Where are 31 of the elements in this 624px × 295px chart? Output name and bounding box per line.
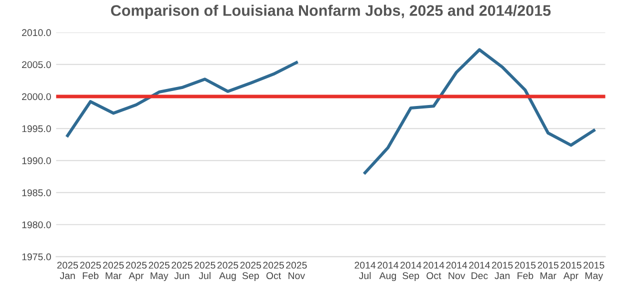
- y-tick-label: 1985.0: [22, 189, 51, 196]
- y-tick-label: 1975.0: [22, 253, 51, 260]
- x-tick-label: 2025 Nov: [286, 262, 307, 280]
- x-tick-label: 2015 Apr: [560, 262, 582, 282]
- x-tick-label: 2015 Jan: [492, 262, 513, 280]
- y-tick-label: 2005.0: [22, 61, 51, 68]
- x-tick-label: 2014 Oct: [423, 262, 444, 280]
- y-tick-label: 2010.0: [22, 29, 51, 36]
- x-tick-label: 2015 May: [584, 262, 604, 282]
- x-tick-label: 2014 Jul: [354, 262, 376, 280]
- x-tick-label: 2015 Mar: [538, 262, 558, 280]
- x-tick-label: 2014 Nov: [446, 262, 468, 280]
- y-tick-label: 1990.0: [22, 157, 51, 164]
- chart-title: Comparison of Louisiana Nonfarm Jobs, 2025 and 2014/2015: [111, 4, 551, 19]
- x-tick-label: 2025 Aug: [217, 262, 238, 282]
- x-tick-label: 2025 Mar: [103, 262, 124, 280]
- y-tick-label: 2000.0: [22, 93, 51, 100]
- x-tick-label: 2014 Sep: [400, 262, 422, 282]
- x-tick-label: 2025 May: [148, 262, 170, 282]
- x-tick-label: 2025 Jun: [172, 262, 192, 280]
- y-tick-label: 1980.0: [22, 221, 51, 228]
- x-tick-label: 2025 Jul: [194, 262, 216, 280]
- x-tick-label: 2014 Aug: [378, 262, 398, 282]
- x-tick-label: 2025 Jan: [57, 262, 78, 280]
- x-tick-label: 2014 Dec: [469, 262, 490, 280]
- x-tick-label: 2025 Sep: [240, 262, 262, 282]
- x-tick-label: 2025 Oct: [263, 262, 284, 280]
- x-tick-label: 2025 Apr: [126, 262, 147, 282]
- y-tick-label: 1995.0: [22, 125, 51, 132]
- x-tick-label: 2015 Feb: [514, 262, 536, 280]
- x-tick-label: 2025 Feb: [80, 262, 101, 280]
